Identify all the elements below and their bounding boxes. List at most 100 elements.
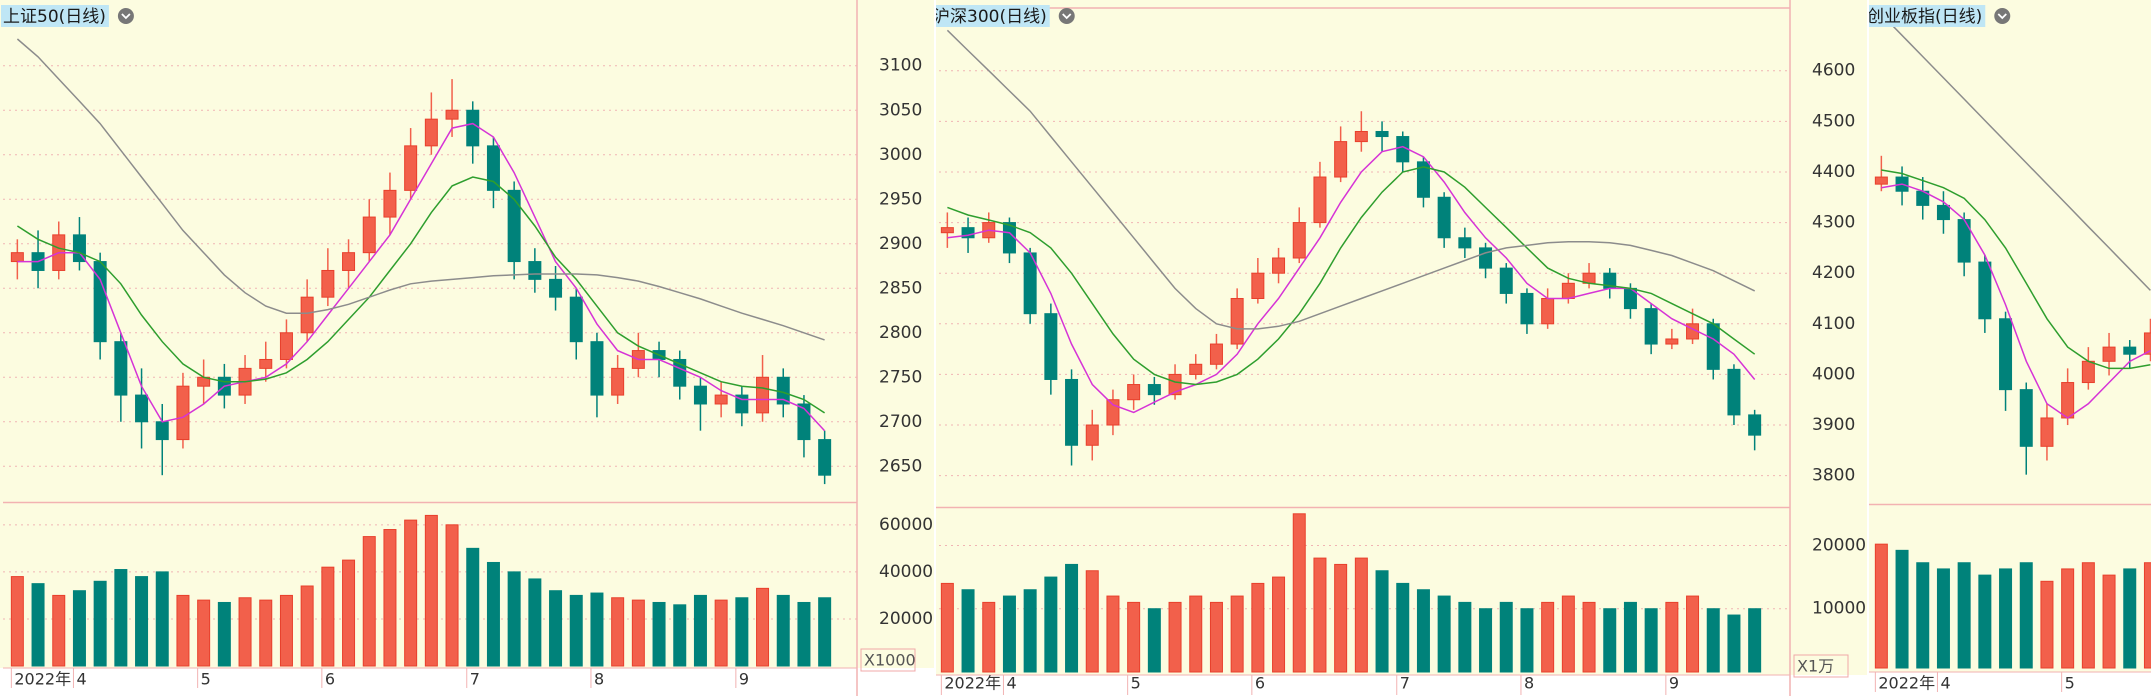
- moving-average-line: [1881, 169, 2151, 370]
- candle-body: [259, 358, 273, 369]
- candle-body: [1978, 261, 1992, 320]
- volume-bar: [528, 578, 542, 667]
- candle-body: [424, 118, 438, 147]
- volume-bar: [1147, 608, 1161, 673]
- date-label: 7: [470, 670, 480, 689]
- volume-bar: [1085, 570, 1099, 673]
- candle-body: [1874, 176, 1888, 185]
- volume-bar: [2019, 562, 2033, 669]
- volume-unit-label: X1000: [864, 651, 916, 670]
- volume-bar: [176, 594, 190, 667]
- volume-bar: [1313, 557, 1327, 673]
- date-label: 4: [1940, 674, 1950, 693]
- volume-bar: [2061, 568, 2075, 669]
- title-dropdown[interactable]: [117, 8, 134, 24]
- y-tick-label: 3000: [879, 145, 922, 165]
- volume-bar: [631, 599, 645, 667]
- dropdown-chevron: [121, 13, 131, 20]
- title-dropdown[interactable]: [1994, 8, 2011, 24]
- y-tick-label: 4500: [1812, 111, 1855, 131]
- y-tick-label: 20000: [879, 609, 933, 629]
- candle-body: [1499, 267, 1513, 294]
- candle-body: [1520, 292, 1534, 325]
- volume-bar: [818, 597, 832, 667]
- moving-average-line: [947, 145, 1756, 414]
- candle-body: [1437, 196, 1451, 239]
- y-tick-label: 4100: [1812, 314, 1855, 334]
- volume-bar: [961, 589, 975, 673]
- volume-bar: [31, 583, 45, 667]
- y-tick-label: 3800: [1812, 466, 1855, 486]
- volume-bar: [1437, 595, 1451, 673]
- date-label: 5: [201, 670, 211, 689]
- volume-bar: [1106, 595, 1120, 673]
- chart-panel: 2022年 4 5 创业板指(日线): [1867, 5, 2151, 693]
- volume-bar: [1065, 563, 1079, 673]
- date-label: 6: [325, 670, 335, 689]
- date-label: 9: [1669, 674, 1679, 693]
- candle-body: [549, 278, 563, 298]
- chart-panel: 3800 3900 4000 4100 4200 4300 4400 4500 4600 1000…: [936, 0, 1866, 696]
- volume-bar: [1541, 601, 1555, 673]
- candle-body: [1458, 237, 1472, 249]
- candle-body: [2143, 332, 2151, 355]
- volume-bar: [1916, 562, 1930, 669]
- candle-body: [1416, 161, 1430, 198]
- moving-average-line: [16, 38, 825, 341]
- volume-unit-label: X1万: [1797, 657, 1834, 676]
- candle-body: [1936, 204, 1950, 221]
- date-label: 4: [1006, 674, 1016, 693]
- candle-body: [362, 216, 376, 254]
- volume-bar: [1748, 608, 1762, 673]
- volume-bar: [10, 576, 24, 667]
- date-label: 9: [739, 670, 749, 689]
- candle-body: [1272, 257, 1286, 274]
- volume-bar: [1396, 582, 1410, 673]
- y-tick-label: 2650: [879, 456, 922, 476]
- volume-bar: [714, 599, 728, 667]
- dropdown-chevron: [1997, 13, 2007, 20]
- candle-body: [2019, 389, 2033, 447]
- candle-body: [2061, 382, 2075, 419]
- volume-bar: [135, 576, 149, 667]
- y-tick-label: 4600: [1812, 61, 1855, 81]
- date-label: 5: [2065, 674, 2075, 693]
- volume-bar: [1458, 601, 1472, 673]
- date-label: 8: [1524, 674, 1534, 693]
- volume-bar: [2102, 574, 2116, 669]
- candle-body: [1251, 272, 1265, 299]
- volume-bar: [52, 594, 66, 667]
- candle-body: [693, 385, 707, 405]
- candle-body: [2081, 360, 2095, 384]
- volume-bar: [1292, 513, 1306, 673]
- chart-title: 创业板指(日线): [1867, 7, 1982, 27]
- volume-bar: [1561, 595, 1575, 673]
- y-tick-label: 3050: [879, 100, 922, 120]
- chart-panel: 2650 2700 2750 2800 2850 2900 2950 3000 3050 3100…: [1, 0, 933, 696]
- volume-bar: [1023, 589, 1037, 673]
- title-dropdown[interactable]: [1058, 8, 1075, 24]
- y-tick-label: 2700: [879, 412, 922, 432]
- candle-body: [940, 227, 954, 234]
- volume-bar: [383, 529, 397, 667]
- volume-bar: [404, 519, 418, 667]
- candle-body: [961, 227, 975, 239]
- y-tick-label: 20000: [1812, 535, 1866, 555]
- volume-bar: [1644, 608, 1658, 673]
- candle-body: [1999, 318, 2013, 391]
- candle-body: [818, 439, 832, 476]
- y-tick-label: 2850: [879, 278, 922, 298]
- volume-bar: [1499, 601, 1513, 673]
- date-label: 4: [76, 670, 86, 689]
- date-label: 2022年: [944, 674, 1001, 693]
- volume-bar: [693, 594, 707, 667]
- moving-average-line: [946, 29, 1756, 330]
- candle-body: [1727, 368, 1741, 416]
- candle-body: [507, 189, 521, 263]
- candle-body: [279, 332, 293, 360]
- volume-bar: [217, 601, 231, 667]
- y-tick-label: 2800: [879, 323, 922, 343]
- volume-bar: [1582, 601, 1596, 673]
- candle-body: [1334, 141, 1348, 178]
- volume-bar: [486, 561, 500, 667]
